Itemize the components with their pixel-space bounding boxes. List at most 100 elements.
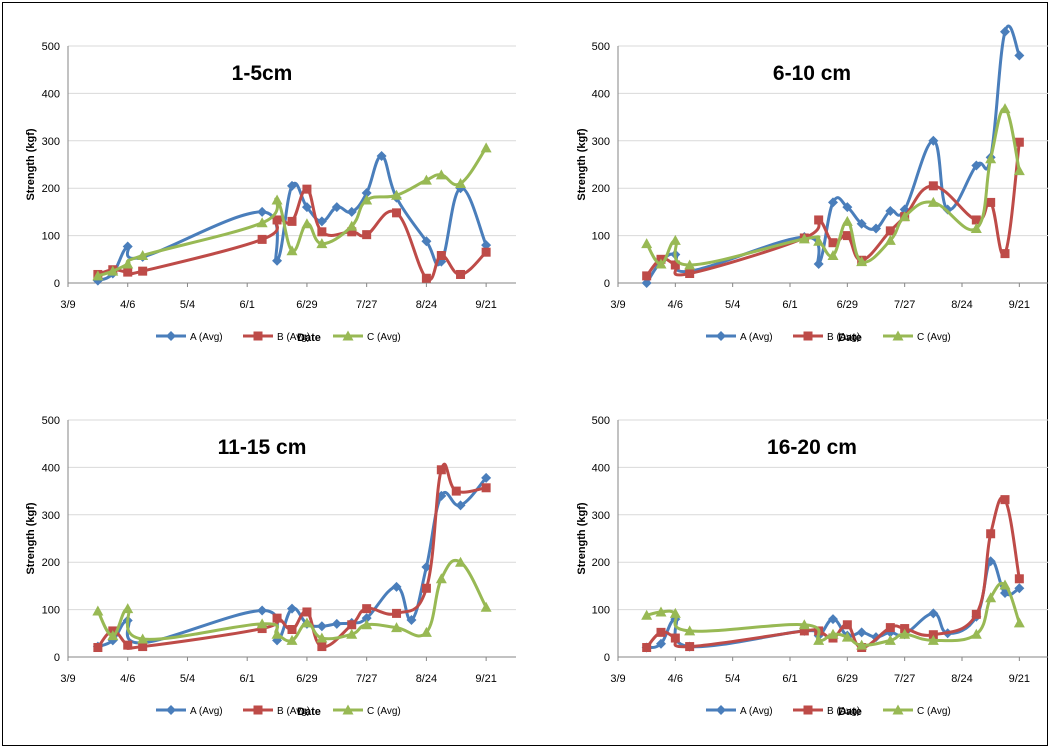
data-point-series-3 [1013, 617, 1025, 628]
data-point-series-3 [256, 618, 268, 629]
data-point-series-3 [480, 601, 492, 612]
data-point-series-3 [884, 234, 896, 245]
legend-label: A (Avg) [740, 706, 773, 717]
x-tick-label: 3/9 [610, 673, 625, 685]
data-point-series-3 [970, 222, 982, 233]
data-point-series-3 [669, 607, 681, 618]
data-point-series-1 [1014, 50, 1025, 61]
data-point-series-2 [1014, 137, 1024, 147]
data-point-series-2 [971, 215, 981, 225]
data-point-series-2 [257, 234, 267, 244]
legend-label: B (Avg) [827, 332, 860, 343]
data-point-series-2 [138, 642, 148, 652]
legend-marker [342, 704, 354, 715]
x-axis-label: Date [297, 706, 321, 718]
data-point-series-1 [257, 206, 268, 217]
legend-marker [166, 705, 176, 715]
y-tick-label: 200 [592, 557, 610, 569]
legend-label: C (Avg) [367, 332, 401, 343]
legend-label: B (Avg) [827, 706, 860, 717]
data-point-series-3 [316, 632, 328, 643]
legend-marker [342, 330, 354, 341]
y-tick-label: 0 [54, 278, 60, 290]
data-point-series-1 [272, 255, 283, 266]
data-point-series-1 [361, 613, 372, 624]
data-point-series-1 [828, 197, 838, 208]
x-tick-label: 6/1 [782, 673, 797, 685]
y-axis-label: Strength (kgf) [576, 128, 588, 200]
data-point-series-3 [137, 633, 149, 644]
x-tick-label: 8/24 [951, 673, 972, 685]
chart-title: 16-20 cm [767, 436, 857, 459]
y-tick-label: 500 [42, 415, 60, 427]
y-tick-label: 0 [604, 652, 610, 664]
data-point-series-3 [841, 215, 853, 226]
legend-label: C (Avg) [917, 706, 951, 717]
x-tick-label: 5/4 [725, 299, 740, 311]
x-tick-label: 6/29 [837, 673, 858, 685]
data-point-series-3 [137, 250, 149, 261]
data-point-series-3 [346, 220, 358, 231]
data-point-series-2 [93, 643, 103, 653]
data-point-series-2 [481, 247, 491, 257]
data-point-series-2 [885, 226, 895, 236]
data-point-series-2 [828, 238, 838, 248]
data-point-series-1 [287, 603, 297, 614]
data-point-series-3 [641, 609, 653, 620]
data-point-series-3 [641, 238, 653, 249]
legend-marker [716, 705, 726, 715]
data-point-series-2 [287, 216, 297, 226]
y-tick-label: 200 [42, 557, 60, 569]
y-tick-label: 400 [42, 88, 60, 100]
data-point-series-2 [421, 273, 431, 283]
data-point-series-3 [391, 189, 403, 200]
data-point-series-3 [927, 634, 939, 645]
data-point-series-3 [856, 256, 868, 267]
data-point-series-2 [257, 624, 267, 634]
data-point-series-3 [655, 258, 667, 269]
data-point-series-2 [392, 608, 402, 618]
series-line-2 [97, 187, 488, 282]
data-point-series-3 [435, 573, 447, 584]
data-point-series-3 [480, 142, 492, 153]
data-point-series-3 [92, 605, 104, 616]
data-point-series-2 [842, 620, 852, 630]
data-point-series-1 [376, 150, 387, 161]
data-point-series-2 [842, 231, 852, 241]
legend-marker [892, 704, 904, 715]
x-tick-label: 7/27 [894, 299, 915, 311]
y-tick-label: 100 [592, 231, 610, 243]
y-tick-label: 400 [592, 462, 610, 474]
data-point-series-2 [272, 613, 282, 623]
chart-panel-1: 0 100 200 300 400 500 3/9 4/6 5/4 6/1 6/29 7/27 8/24… [25, 41, 516, 344]
x-tick-label: 6/29 [837, 299, 858, 311]
data-point-series-2 [642, 271, 652, 281]
data-point-series-3 [999, 103, 1011, 114]
data-point-series-1 [1000, 26, 1010, 37]
y-tick-label: 300 [592, 510, 610, 522]
x-tick-label: 9/21 [1009, 299, 1030, 311]
chart-panel-3: 0 100 200 300 400 500 3/9 4/6 5/4 6/1 6/29 7/27 8/24… [25, 415, 516, 718]
data-point-series-3 [435, 169, 447, 180]
data-point-series-2 [814, 215, 824, 225]
legend-marker [803, 705, 813, 715]
data-point-series-2 [302, 607, 312, 617]
y-tick-label: 300 [592, 136, 610, 148]
series-line-2 [645, 496, 1021, 650]
x-tick-label: 6/29 [296, 673, 317, 685]
data-point-series-3 [92, 270, 104, 281]
data-point-series-2 [347, 620, 357, 630]
chart-title: 11-15 cm [218, 436, 307, 459]
data-point-series-2 [1000, 495, 1010, 505]
data-point-series-2 [986, 529, 996, 539]
data-point-series-1 [481, 240, 492, 251]
data-point-series-2 [287, 625, 297, 635]
data-point-series-2 [317, 227, 327, 237]
data-point-series-1 [928, 135, 939, 146]
data-point-series-3 [827, 628, 839, 639]
data-point-series-1 [481, 472, 492, 483]
data-point-series-1 [828, 614, 838, 625]
data-point-series-3 [927, 196, 939, 207]
data-point-series-3 [655, 606, 667, 617]
data-point-series-1 [856, 627, 867, 638]
